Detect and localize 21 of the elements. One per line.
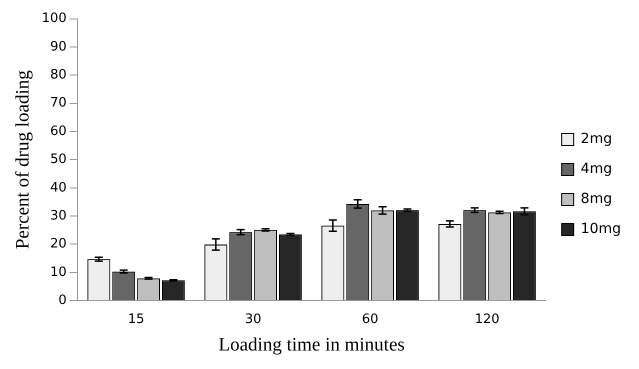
- x-axis-title: Loading time in minutes: [218, 334, 405, 356]
- y-tick-label: 50: [50, 152, 67, 168]
- legend-label: 10mg: [580, 221, 622, 238]
- x-tick-label: 30: [244, 312, 262, 327]
- y-tick-label: 40: [50, 180, 67, 196]
- legend-label: 8mg: [580, 191, 612, 208]
- y-tick-label: 30: [50, 208, 67, 224]
- y-tick-label: 10: [50, 264, 67, 280]
- y-tick-label: 20: [50, 236, 67, 252]
- y-tick-label: 100: [42, 11, 67, 26]
- legend-label: 4mg: [580, 161, 612, 178]
- y-tick-label: 0: [58, 292, 67, 308]
- y-tick-label: 70: [50, 96, 67, 111]
- y-tick-label: 60: [50, 124, 67, 139]
- legend-label: 2mg: [580, 131, 612, 148]
- y-tick-label: 90: [50, 39, 67, 54]
- x-tick-label: 15: [128, 312, 144, 327]
- y-tick-label: 80: [50, 68, 67, 83]
- y-axis-title: Percent of drug loading: [12, 70, 34, 250]
- x-tick-label: 120: [474, 312, 500, 327]
- x-tick-label: 60: [362, 312, 378, 327]
